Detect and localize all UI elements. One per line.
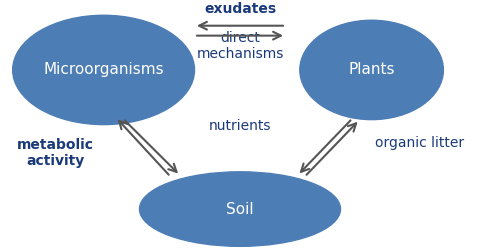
Text: Plants: Plants [348,62,395,77]
Text: nutrients: nutrients [209,119,271,133]
Text: Microorganisms: Microorganisms [43,62,164,77]
Ellipse shape [12,15,194,124]
Text: organic litter: organic litter [375,136,464,150]
Ellipse shape [140,172,340,246]
Text: exudates: exudates [204,2,276,16]
Text: metabolic
activity: metabolic activity [17,138,94,168]
Text: direct
mechanisms: direct mechanisms [196,31,284,61]
Ellipse shape [300,20,444,120]
Text: Soil: Soil [226,202,254,216]
